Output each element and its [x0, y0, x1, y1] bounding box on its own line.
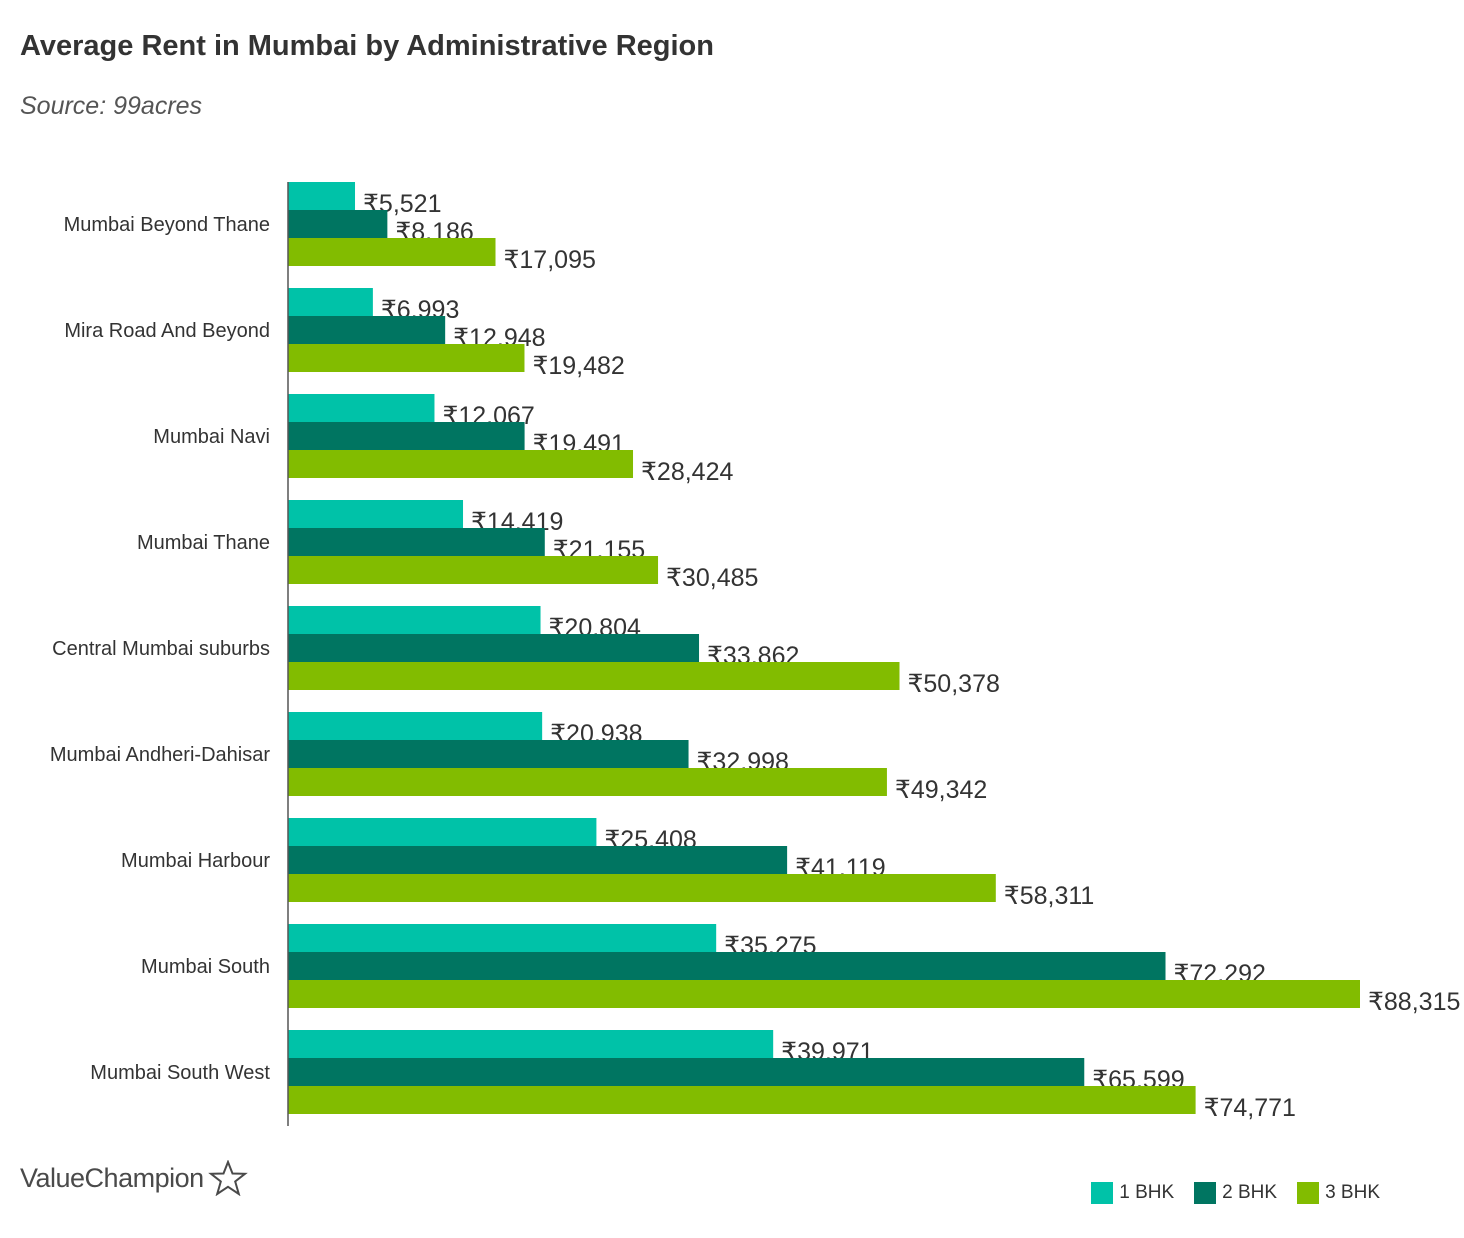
bar-mumbai-thane-3bhk: [288, 556, 659, 584]
legend-swatch-3bhk: [1297, 1182, 1320, 1204]
category-label-mumbai-harbour: Mumbai Harbour: [121, 850, 270, 872]
legend-item-2bhk: 2 BHK: [1194, 1182, 1277, 1204]
category-label-mumbai-south-west: Mumbai South West: [90, 1062, 270, 1084]
bar-mumbai-south-2bhk: [288, 952, 1166, 980]
bar-mumbai-south-west-2bhk: [288, 1058, 1085, 1086]
category-label-mumbai-thane: Mumbai Thane: [137, 532, 270, 554]
category-label-mumbai-andheri-dahisar: Mumbai Andheri-Dahisar: [50, 744, 270, 766]
bar-mumbai-harbour-1bhk: [288, 818, 597, 846]
bar-mumbai-south-3bhk: [288, 980, 1360, 1008]
legend-label-2bhk: 2 BHK: [1222, 1182, 1278, 1203]
data-label-mumbai-south-3bhk: ₹88,315: [1368, 988, 1460, 1016]
bar-mumbai-navi-3bhk: [288, 450, 634, 478]
category-label-mumbai-beyond-thane: Mumbai Beyond Thane: [64, 214, 270, 236]
data-label-mumbai-beyond-thane-3bhk: ₹17,095: [504, 246, 596, 274]
chart-legend: 1 BHK 2 BHK 3 BHK: [1091, 1182, 1380, 1204]
bar-mumbai-navi-1bhk: [288, 394, 435, 422]
legend-label-3bhk: 3 BHK: [1325, 1182, 1380, 1203]
data-label-mumbai-thane-3bhk: ₹30,485: [666, 564, 758, 592]
value-champion-logo: ValueChampion: [20, 1160, 248, 1196]
bar-central-mumbai-suburbs-2bhk: [288, 634, 700, 662]
bar-mumbai-beyond-thane-3bhk: [288, 238, 496, 266]
bar-mumbai-andheri-dahisar-3bhk: [288, 768, 887, 796]
bar-mumbai-south-west-1bhk: [288, 1030, 774, 1058]
bar-mumbai-andheri-dahisar-2bhk: [288, 740, 689, 768]
bar-mira-road-and-beyond-3bhk: [288, 344, 525, 372]
bar-mumbai-south-1bhk: [288, 924, 717, 952]
category-label-mira-road-and-beyond: Mira Road And Beyond: [64, 320, 270, 342]
data-label-mumbai-south-west-3bhk: ₹74,771: [1204, 1094, 1296, 1122]
bar-mira-road-and-beyond-2bhk: [288, 316, 446, 344]
chart-title: Average Rent in Mumbai by Administrative…: [20, 30, 714, 62]
bar-mumbai-navi-2bhk: [288, 422, 525, 450]
legend-label-1bhk: 1 BHK: [1119, 1182, 1175, 1203]
bar-mumbai-andheri-dahisar-1bhk: [288, 712, 543, 740]
category-label-central-mumbai-suburbs: Central Mumbai suburbs: [52, 638, 270, 660]
category-label-mumbai-south: Mumbai South: [141, 956, 270, 978]
bar-mumbai-thane-2bhk: [288, 528, 545, 556]
data-label-mumbai-navi-3bhk: ₹28,424: [641, 458, 733, 486]
legend-item-1bhk: 1 BHK: [1091, 1182, 1174, 1204]
bar-mumbai-south-west-3bhk: [288, 1086, 1196, 1114]
bar-mumbai-thane-1bhk: [288, 500, 464, 528]
chart-subtitle: Source: 99acres: [20, 92, 203, 120]
logo-text: ValueChampion: [20, 1162, 204, 1193]
bar-central-mumbai-suburbs-3bhk: [288, 662, 900, 690]
bar-mumbai-beyond-thane-2bhk: [288, 210, 388, 238]
bar-mumbai-harbour-3bhk: [288, 874, 996, 902]
data-label-mira-road-and-beyond-3bhk: ₹19,482: [532, 352, 624, 380]
star-outline-icon: [207, 1160, 248, 1196]
legend-swatch-2bhk: [1194, 1182, 1217, 1204]
legend-item-3bhk: 3 BHK: [1297, 1182, 1380, 1204]
data-label-mumbai-harbour-3bhk: ₹58,311: [1004, 882, 1095, 910]
bar-mumbai-harbour-2bhk: [288, 846, 788, 874]
data-label-central-mumbai-suburbs-3bhk: ₹50,378: [908, 670, 1000, 698]
bar-mira-road-and-beyond-1bhk: [288, 288, 373, 316]
bar-mumbai-beyond-thane-1bhk: [288, 182, 356, 210]
category-label-mumbai-navi: Mumbai Navi: [153, 426, 270, 448]
legend-swatch-1bhk: [1091, 1182, 1114, 1204]
bar-central-mumbai-suburbs-1bhk: [288, 606, 541, 634]
data-label-mumbai-andheri-dahisar-3bhk: ₹49,342: [895, 776, 987, 804]
